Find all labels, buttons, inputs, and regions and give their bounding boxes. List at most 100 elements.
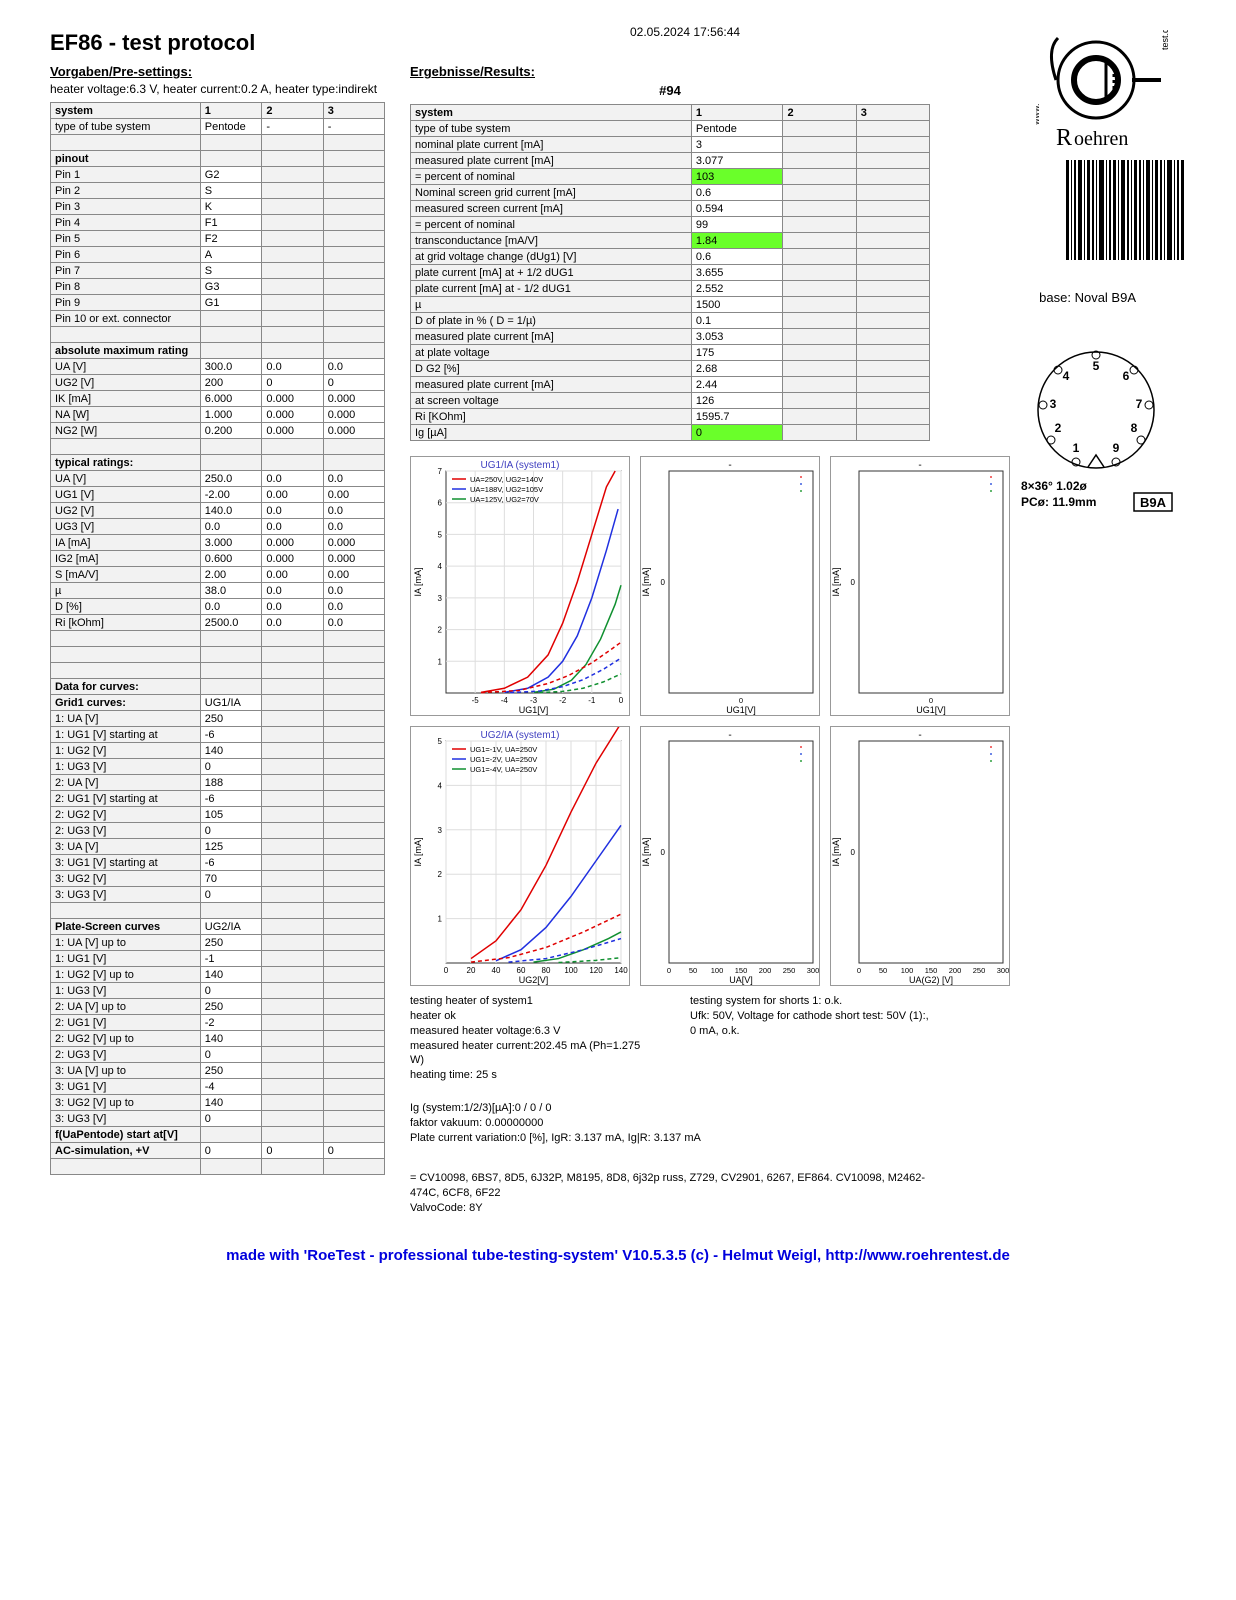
svg-text:UG1=-2V, UA=250V: UG1=-2V, UA=250V <box>470 755 537 764</box>
svg-text:1: 1 <box>438 915 443 924</box>
svg-text:-3: -3 <box>530 696 538 705</box>
svg-text:-1: -1 <box>588 696 596 705</box>
svg-text:-5: -5 <box>472 696 480 705</box>
result-number: #94 <box>410 83 930 98</box>
svg-text:80: 80 <box>542 966 551 975</box>
svg-text:150: 150 <box>925 966 938 975</box>
svg-text:50: 50 <box>689 966 697 975</box>
svg-text:PCø: 11.9mm: PCø: 11.9mm <box>1021 495 1096 509</box>
svg-text:-4: -4 <box>501 696 509 705</box>
svg-text:UA=250V, UG2=140V: UA=250V, UG2=140V <box>470 475 543 484</box>
chart-mini-top-b: -IA [mA]00UG1[V] <box>830 456 1010 716</box>
svg-text:100: 100 <box>901 966 914 975</box>
svg-text:9: 9 <box>1113 441 1120 455</box>
notes-ig: Ig (system:1/2/3)[µA]:0 / 0 / 0faktor va… <box>410 1101 930 1146</box>
results-heading: Ergebnisse/Results: <box>410 64 930 79</box>
svg-text:300: 300 <box>997 966 1009 975</box>
svg-text:2: 2 <box>1055 421 1062 435</box>
svg-text:3: 3 <box>438 826 443 835</box>
svg-text:IA [mA]: IA [mA] <box>831 837 841 866</box>
svg-text:IA [mA]: IA [mA] <box>413 567 423 596</box>
svg-text:5: 5 <box>438 530 443 539</box>
svg-text:0: 0 <box>444 966 449 975</box>
svg-text:5: 5 <box>1093 359 1100 373</box>
svg-text:www.: www. <box>1036 103 1041 126</box>
svg-text:-: - <box>918 730 921 741</box>
svg-text:-: - <box>918 460 921 471</box>
svg-text:100: 100 <box>564 966 578 975</box>
svg-text:IA [mA]: IA [mA] <box>831 567 841 596</box>
timestamp: 02.05.2024 17:56:44 <box>630 25 740 39</box>
svg-text:UA(G2) [V]: UA(G2) [V] <box>909 975 953 985</box>
pinout-diagram: 1 2 3 4 5 6 7 8 9 8×36° 1.02ø PCø: 11.9m… <box>1016 340 1176 523</box>
presettings-heading: Vorgaben/Pre-settings: <box>50 64 385 79</box>
svg-text:50: 50 <box>879 966 887 975</box>
svg-text:0: 0 <box>661 848 666 857</box>
svg-text:7: 7 <box>1136 397 1143 411</box>
svg-text:0: 0 <box>661 578 666 587</box>
svg-text:UG1=-4V, UA=250V: UG1=-4V, UA=250V <box>470 765 537 774</box>
svg-text:UG1=-1V, UA=250V: UG1=-1V, UA=250V <box>470 745 537 754</box>
footer-credit: made with 'RoeTest - professional tube-t… <box>50 1247 1186 1264</box>
svg-text:150: 150 <box>735 966 748 975</box>
svg-text:R: R <box>1056 125 1072 150</box>
barcode <box>1066 160 1186 260</box>
base-label: base: Noval B9A <box>1039 290 1136 305</box>
svg-text:0: 0 <box>619 696 624 705</box>
svg-text:8: 8 <box>1131 421 1138 435</box>
svg-text:UG1[V]: UG1[V] <box>916 705 946 715</box>
svg-text:200: 200 <box>949 966 962 975</box>
svg-text:-: - <box>728 730 731 741</box>
svg-text:2: 2 <box>438 870 443 879</box>
svg-text:2: 2 <box>438 626 443 635</box>
notes-heater: testing heater of system1heater okmeasur… <box>410 994 650 1083</box>
svg-text:300: 300 <box>807 966 819 975</box>
svg-text:6: 6 <box>438 499 443 508</box>
chart-mini-bot-b: -IA [mA]0050100150200250300UA(G2) [V] <box>830 726 1010 986</box>
svg-text:0: 0 <box>667 966 671 975</box>
svg-text:6: 6 <box>1123 369 1130 383</box>
chart-ug1-ia: -5 -4 -3 -2 -1 0 1 2 3 4 5 6 7 UG1/IA (system1) UA=250… <box>410 456 630 716</box>
svg-text:140: 140 <box>614 966 628 975</box>
svg-text:UG1/IA (system1): UG1/IA (system1) <box>481 460 560 471</box>
equivalents: = CV10098, 6BS7, 8D5, 6J32P, M8195, 8D8,… <box>410 1171 930 1217</box>
svg-text:test.de: test.de <box>1160 30 1170 50</box>
svg-text:1: 1 <box>438 657 443 666</box>
svg-text:40: 40 <box>492 966 501 975</box>
svg-text:0: 0 <box>929 696 933 705</box>
svg-text:250: 250 <box>783 966 796 975</box>
svg-text:-2: -2 <box>559 696 567 705</box>
svg-text:4: 4 <box>438 562 443 571</box>
svg-text:8×36° 1.02ø: 8×36° 1.02ø <box>1021 479 1088 493</box>
svg-text:0: 0 <box>739 696 743 705</box>
svg-text:IA [mA]: IA [mA] <box>641 567 651 596</box>
svg-text:3: 3 <box>1050 397 1057 411</box>
svg-text:0: 0 <box>851 848 856 857</box>
svg-text:IA [mA]: IA [mA] <box>641 837 651 866</box>
svg-text:7: 7 <box>438 467 443 476</box>
svg-text:1: 1 <box>1073 441 1080 455</box>
svg-text:120: 120 <box>589 966 603 975</box>
svg-text:UG2[V]: UG2[V] <box>519 975 549 985</box>
svg-text:IA [mA]: IA [mA] <box>413 837 423 866</box>
chart-mini-bot-a: - IA [mA] 0 0 50 100 150 200 250 300 UA[V] <box>640 726 820 986</box>
svg-text:4: 4 <box>438 781 443 790</box>
svg-text:UA[V]: UA[V] <box>729 975 753 985</box>
svg-text:UG1[V]: UG1[V] <box>519 705 549 715</box>
svg-text:oehren: oehren <box>1074 128 1128 150</box>
svg-text:100: 100 <box>711 966 724 975</box>
svg-text:0: 0 <box>857 966 861 975</box>
svg-text:UA=125V, UG2=70V: UA=125V, UG2=70V <box>470 495 539 504</box>
svg-text:200: 200 <box>759 966 772 975</box>
svg-text:3: 3 <box>438 594 443 603</box>
svg-text:0: 0 <box>851 578 856 587</box>
svg-text:UG1[V]: UG1[V] <box>726 705 756 715</box>
presettings-table: system123type of tube systemPentode-- pi… <box>50 102 385 1175</box>
svg-text:4: 4 <box>1063 369 1070 383</box>
chart-mini-top-a: -IA [mA]00UG1[V] <box>640 456 820 716</box>
results-table: system123type of tube systemPentodenomin… <box>410 104 930 441</box>
chart-ug2-ia: 02040608010012014012345UG2/IA (system1)U… <box>410 726 630 986</box>
svg-text:20: 20 <box>467 966 476 975</box>
roehrentest-logo: test.de www. R oehren <box>1036 30 1186 153</box>
svg-text:UG2/IA (system1): UG2/IA (system1) <box>481 730 560 741</box>
